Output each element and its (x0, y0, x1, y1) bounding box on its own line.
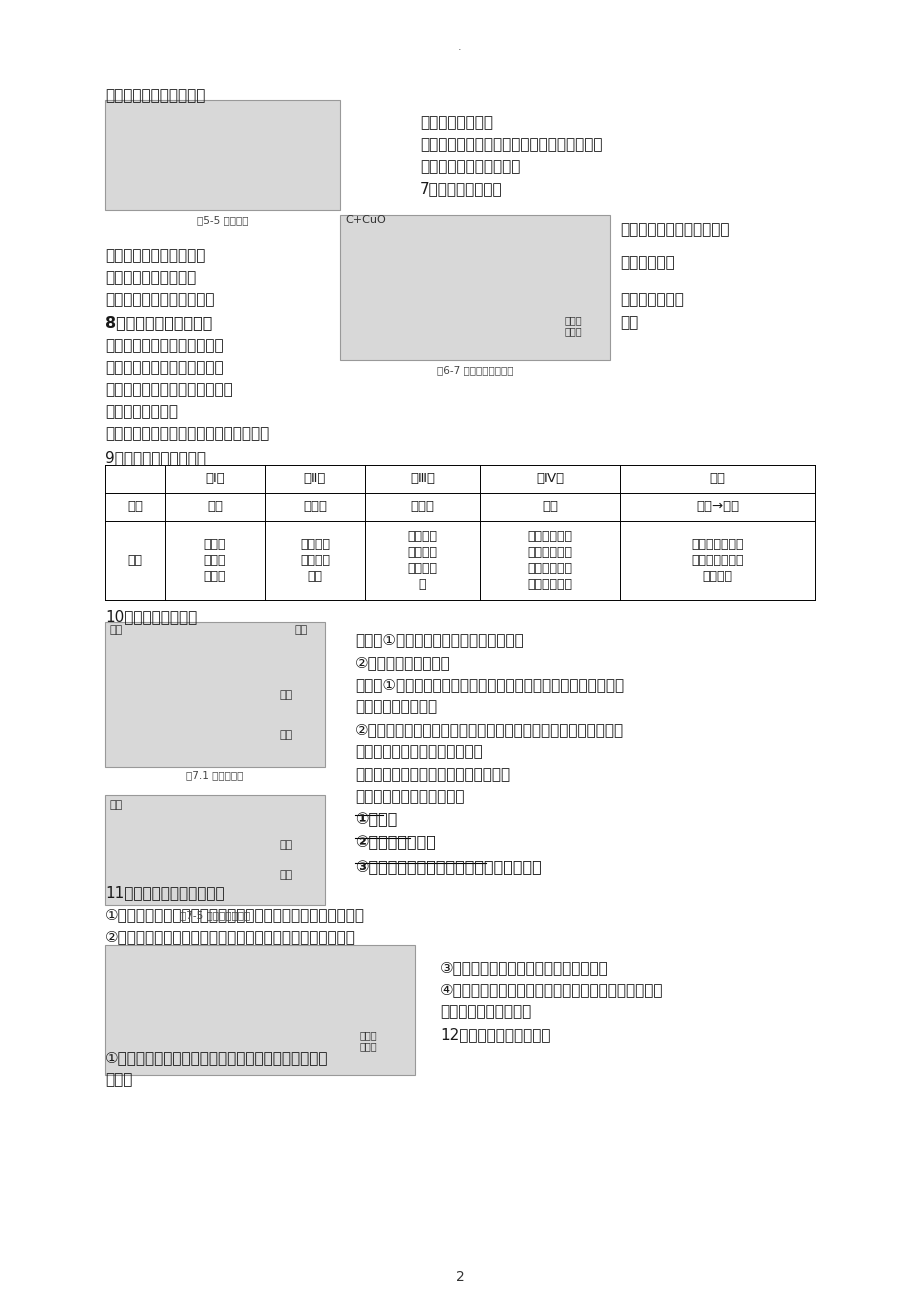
Text: 现象：黑色粉末逐渐变成红: 现象：黑色粉末逐渐变成红 (619, 223, 729, 237)
Text: ③温度到达燃烧所需的最低温度〔着火点〕: ③温度到达燃烧所需的最低温度〔着火点〕 (355, 861, 541, 875)
Text: 〔Ⅱ〕: 〔Ⅱ〕 (303, 473, 326, 486)
Text: ④实验完毕时：先移导管，再熄灭酒精灯，防止水槽中: ④实验完毕时：先移导管，再熄灭酒精灯，防止水槽中 (439, 982, 663, 997)
Text: 金属网罩的作用：使火焰集: 金属网罩的作用：使火焰集 (105, 292, 214, 307)
Text: 现象：下层的蜡烛先熄灭，上: 现象：下层的蜡烛先熄灭，上 (105, 339, 223, 353)
Text: ①长颈漏斗的下端管口要插入液面以下，防止生成的气: ①长颈漏斗的下端管口要插入液面以下，防止生成的气 (105, 1049, 328, 1065)
Text: 中，提高温度: 中，提高温度 (619, 255, 674, 270)
Text: 变红: 变红 (207, 500, 222, 513)
Text: 二氧化碳能与
水反响生成碳
酸，碳酸能使
紫色石蕊变红: 二氧化碳能与 水反响生成碳 酸，碳酸能使 紫色石蕊变红 (527, 530, 572, 591)
Text: 水不能使
紫色石蕊
变红: 水不能使 紫色石蕊 变红 (300, 538, 330, 583)
Text: 白磷: 白磷 (110, 625, 123, 635)
Text: 澄清的
石灰水: 澄清的 石灰水 (359, 1030, 377, 1052)
Text: ②水中的白磷也不燃烧: ②水中的白磷也不燃烧 (355, 655, 450, 671)
Text: 点，所以红磷不燃烧: 点，所以红磷不燃烧 (355, 699, 437, 713)
Text: 大，: 大， (619, 315, 638, 329)
Text: 现象：塑料瓶变瘪: 现象：塑料瓶变瘪 (105, 404, 177, 419)
Text: 现象: 现象 (127, 500, 142, 513)
Text: ②试管口向下倾斜：防止冷凝水倒流进入试管底部，炸裂试管: ②试管口向下倾斜：防止冷凝水倒流进入试管底部，炸裂试管 (105, 930, 356, 944)
Text: 结论：燃烧需要三个条件：: 结论：燃烧需要三个条件： (355, 789, 464, 805)
Text: 澄清的
石灰水: 澄清的 石灰水 (564, 315, 582, 337)
Text: 层的蜡烛后熄灭: 层的蜡烛后熄灭 (619, 292, 683, 307)
Text: 热水: 热水 (279, 690, 293, 700)
Text: 红磷: 红磷 (295, 625, 308, 635)
Text: 结论：遵守质量守恒定律: 结论：遵守质量守恒定律 (105, 89, 205, 103)
Text: ·: · (458, 46, 461, 55)
Text: 现象：①铜片上的白磷燃烧而红磷不燃烧: 现象：①铜片上的白磷燃烧而红磷不燃烧 (355, 631, 523, 647)
Text: ②热水的温度虽然到达了白磷的着火点但烧杯中的白磷没有与氧气: ②热水的温度虽然到达了白磷的着火点但烧杯中的白磷没有与氧气 (355, 723, 623, 737)
Text: 结论：遵守质量守恒定律: 结论：遵守质量守恒定律 (420, 159, 520, 174)
Text: 8、二氧化碳的性质实验: 8、二氧化碳的性质实验 (105, 315, 212, 329)
Bar (105, 796, 324, 905)
Text: 变红: 变红 (541, 500, 558, 513)
Text: ②氧气〔或空气〕: ②氧气〔或空气〕 (355, 835, 436, 850)
Text: 不变色: 不变色 (410, 500, 434, 513)
Text: 10、燃烧条件的探究: 10、燃烧条件的探究 (105, 609, 197, 624)
Text: 体逸出: 体逸出 (105, 1072, 132, 1087)
Text: 二氧化碳
不能使紫
色石蕊变
红: 二氧化碳 不能使紫 色石蕊变 红 (407, 530, 437, 591)
Text: 7、木炭复原氧化铜: 7、木炭复原氧化铜 (420, 181, 502, 197)
Bar (105, 945, 414, 1075)
Text: 接触，所以烧杯中的白磷不燃烧: 接触，所以烧杯中的白磷不燃烧 (355, 743, 482, 759)
Text: 烘干: 烘干 (709, 473, 725, 486)
Text: 结论：二氧化碳的密度比空气: 结论：二氧化碳的密度比空气 (105, 359, 223, 375)
Text: 碳酸不稳定，受
热易分解成二氧
化碳和水: 碳酸不稳定，受 热易分解成二氧 化碳和水 (690, 538, 743, 583)
Text: 色，澄清的石灰水变浑浊: 色，澄清的石灰水变浑浊 (105, 247, 205, 263)
Text: 分析：木炭具有复原性: 分析：木炭具有复原性 (105, 270, 196, 285)
Text: 图5-5 镁条燃烧: 图5-5 镁条燃烧 (197, 215, 248, 225)
Bar (105, 622, 324, 767)
Bar (340, 215, 609, 359)
Text: 热水: 热水 (279, 840, 293, 850)
Text: ③导管口有连续气泡时，才可以收集气体: ③导管口有连续气泡时，才可以收集气体 (439, 960, 608, 975)
Text: ①可燃物: ①可燃物 (355, 812, 397, 827)
Text: 图7.1 燃烧的条件: 图7.1 燃烧的条件 (187, 769, 244, 780)
Text: 白磷: 白磷 (279, 870, 293, 880)
Text: 〔Ⅰ〕: 〔Ⅰ〕 (205, 473, 224, 486)
Text: 分析: 分析 (128, 553, 142, 566)
Text: 解释：①热水的温度到达了白磷的着火点，而没有到达红磷的着火: 解释：①热水的温度到达了白磷的着火点，而没有到达红磷的着火 (355, 677, 623, 691)
Text: 2: 2 (455, 1269, 464, 1284)
Text: C+CuO: C+CuO (345, 215, 385, 225)
Text: 的水倒流，使试管破裂: 的水倒流，使试管破裂 (439, 1004, 530, 1019)
Text: （Ⅲ）: （Ⅲ） (410, 473, 435, 486)
Text: （Ⅳ）: （Ⅳ） (536, 473, 563, 486)
Text: 酸能使
紫色石
蕊变红: 酸能使 紫色石 蕊变红 (203, 538, 226, 583)
Text: 11、实验室制取氧气装置图: 11、实验室制取氧气装置图 (105, 885, 224, 900)
Text: 图7-5 白磷在水下燃烧: 图7-5 白磷在水下燃烧 (180, 910, 250, 921)
Text: 二氧化碳不能燃烧也不支持燃烧: 二氧化碳不能燃烧也不支持燃烧 (105, 381, 233, 397)
Text: 现象：天平不平衡: 现象：天平不平衡 (420, 115, 493, 130)
Text: 结论：二氧化碳溶于水，使瓶内压强减小: 结论：二氧化碳溶于水，使瓶内压强减小 (105, 426, 269, 441)
Text: 氧气: 氧气 (110, 799, 123, 810)
Text: 9、二氧化碳与水的反响: 9、二氧化碳与水的反响 (105, 450, 206, 465)
Text: 红色→紫色: 红色→紫色 (695, 500, 738, 513)
Text: 图6-7 用木炭还原氧化铜: 图6-7 用木炭还原氧化铜 (437, 365, 513, 375)
Bar (105, 100, 340, 210)
Text: 白磷: 白磷 (279, 730, 293, 740)
Text: 解释：镁条燃烧时，空气中的氧气参加了反响: 解释：镁条燃烧时，空气中的氧气参加了反响 (420, 137, 602, 152)
Text: ①试管口放一团棉花：防止加热时高锰酸钾粉末进入导管和水槽: ①试管口放一团棉花：防止加热时高锰酸钾粉末进入导管和水槽 (105, 907, 365, 922)
Text: 不变色: 不变色 (302, 500, 326, 513)
Text: 12、实验室制取二氧化碳: 12、实验室制取二氧化碳 (439, 1027, 550, 1042)
Text: 现象：通入氧气后，热水中的白磷燃烧: 现象：通入氧气后，热水中的白磷燃烧 (355, 767, 509, 783)
